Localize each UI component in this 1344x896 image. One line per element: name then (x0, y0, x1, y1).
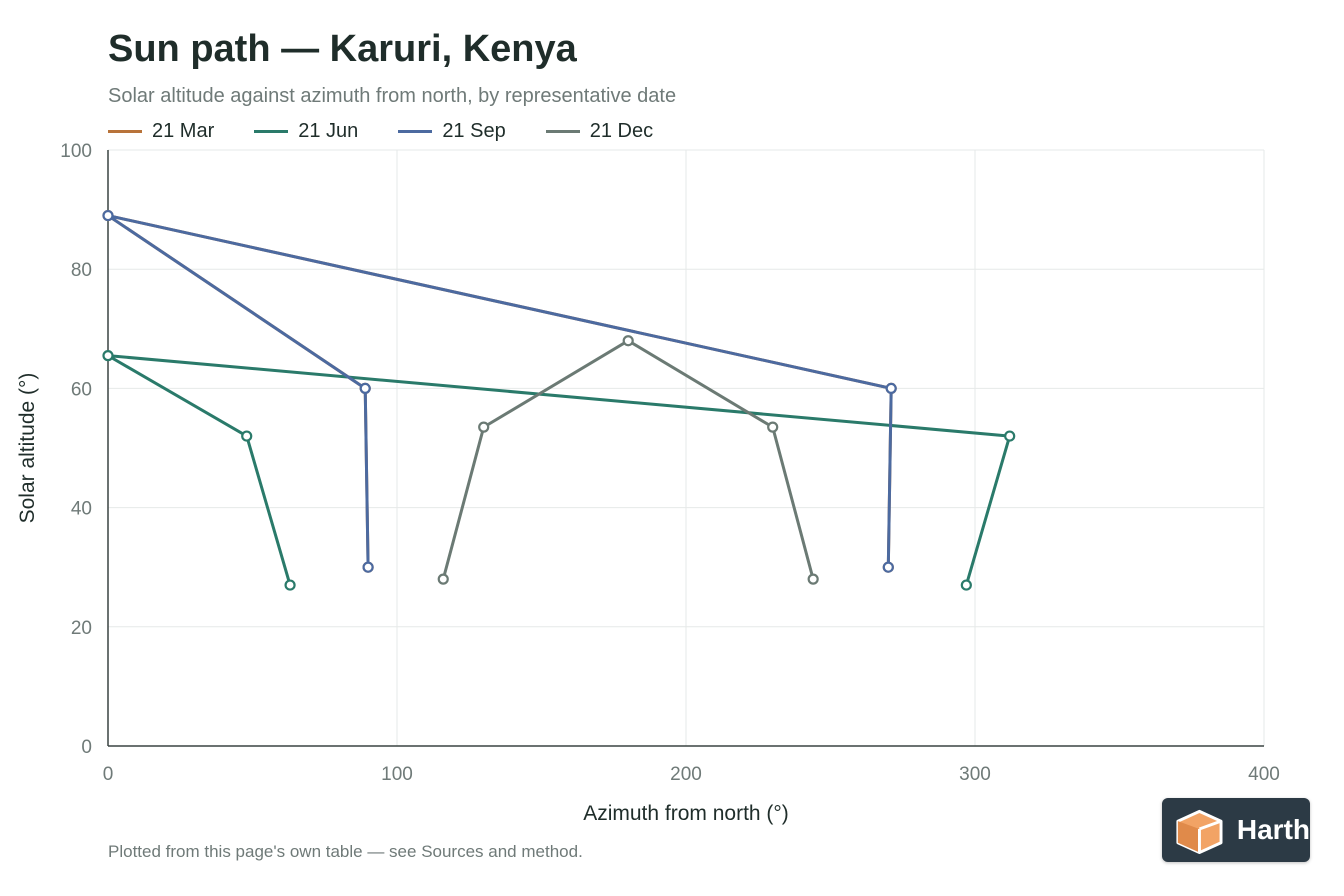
legend-label: 21 Jun (298, 120, 359, 142)
legend-label: 21 Mar (152, 120, 215, 142)
legend-label: 21 Dec (589, 120, 654, 142)
data-point (882, 561, 894, 573)
series-line-3 (441, 339, 815, 580)
legend-item[interactable]: 21 Sep (398, 120, 506, 143)
legend-item[interactable]: 21 Mar (108, 120, 214, 143)
data-point (362, 561, 374, 573)
y-tick-label: 0 (81, 737, 92, 758)
data-point (807, 573, 819, 585)
x-tick-label: 0 (103, 764, 114, 785)
legend-item[interactable]: 21 Dec (545, 120, 654, 143)
series-line-1 (106, 354, 1012, 586)
cube-logo-icon (1176, 809, 1223, 855)
y-tick-label: 80 (71, 260, 92, 281)
x-tick-label: 300 (959, 764, 991, 785)
data-point (241, 430, 253, 442)
logo-text: Harth (1236, 814, 1310, 845)
data-point (885, 382, 897, 394)
y-tick-label: 60 (71, 379, 92, 400)
legend: 21 Mar 21 Jun 21 Sep 21 Dec (108, 120, 653, 143)
legend-swatch (108, 130, 142, 133)
x-tick-label: 400 (1248, 764, 1280, 785)
chart-title: Sun path — Karuri, Kenya (108, 28, 577, 70)
data-point (102, 209, 114, 222)
data-point (960, 579, 972, 591)
legend-swatch (398, 130, 433, 133)
data-point (622, 335, 634, 347)
legend-label: 21 Sep (442, 120, 506, 142)
chart-subtitle: Solar altitude against azimuth from nort… (108, 85, 677, 107)
x-axis-label: Azimuth from north (°) (583, 802, 789, 825)
y-tick-label: 20 (71, 618, 92, 639)
data-point (102, 350, 114, 362)
y-tick-label: 100 (60, 141, 92, 162)
x-tick-label: 100 (381, 764, 413, 785)
x-tick-label: 200 (670, 764, 702, 785)
data-point (1004, 430, 1016, 442)
data-point (767, 421, 779, 433)
y-axis-label: Solar altitude (°) (16, 373, 39, 524)
data-point (437, 573, 449, 585)
legend-item[interactable]: 21 Jun (254, 120, 358, 143)
footnote: Plotted from this page's own table — see… (108, 842, 583, 861)
data-point (284, 579, 296, 591)
harth-logo-badge[interactable]: Harth (1162, 798, 1310, 862)
data-point (359, 382, 371, 394)
y-tick-label: 40 (71, 499, 92, 520)
data-point (478, 421, 490, 433)
legend-swatch (254, 130, 289, 133)
legend-swatch (545, 130, 580, 133)
